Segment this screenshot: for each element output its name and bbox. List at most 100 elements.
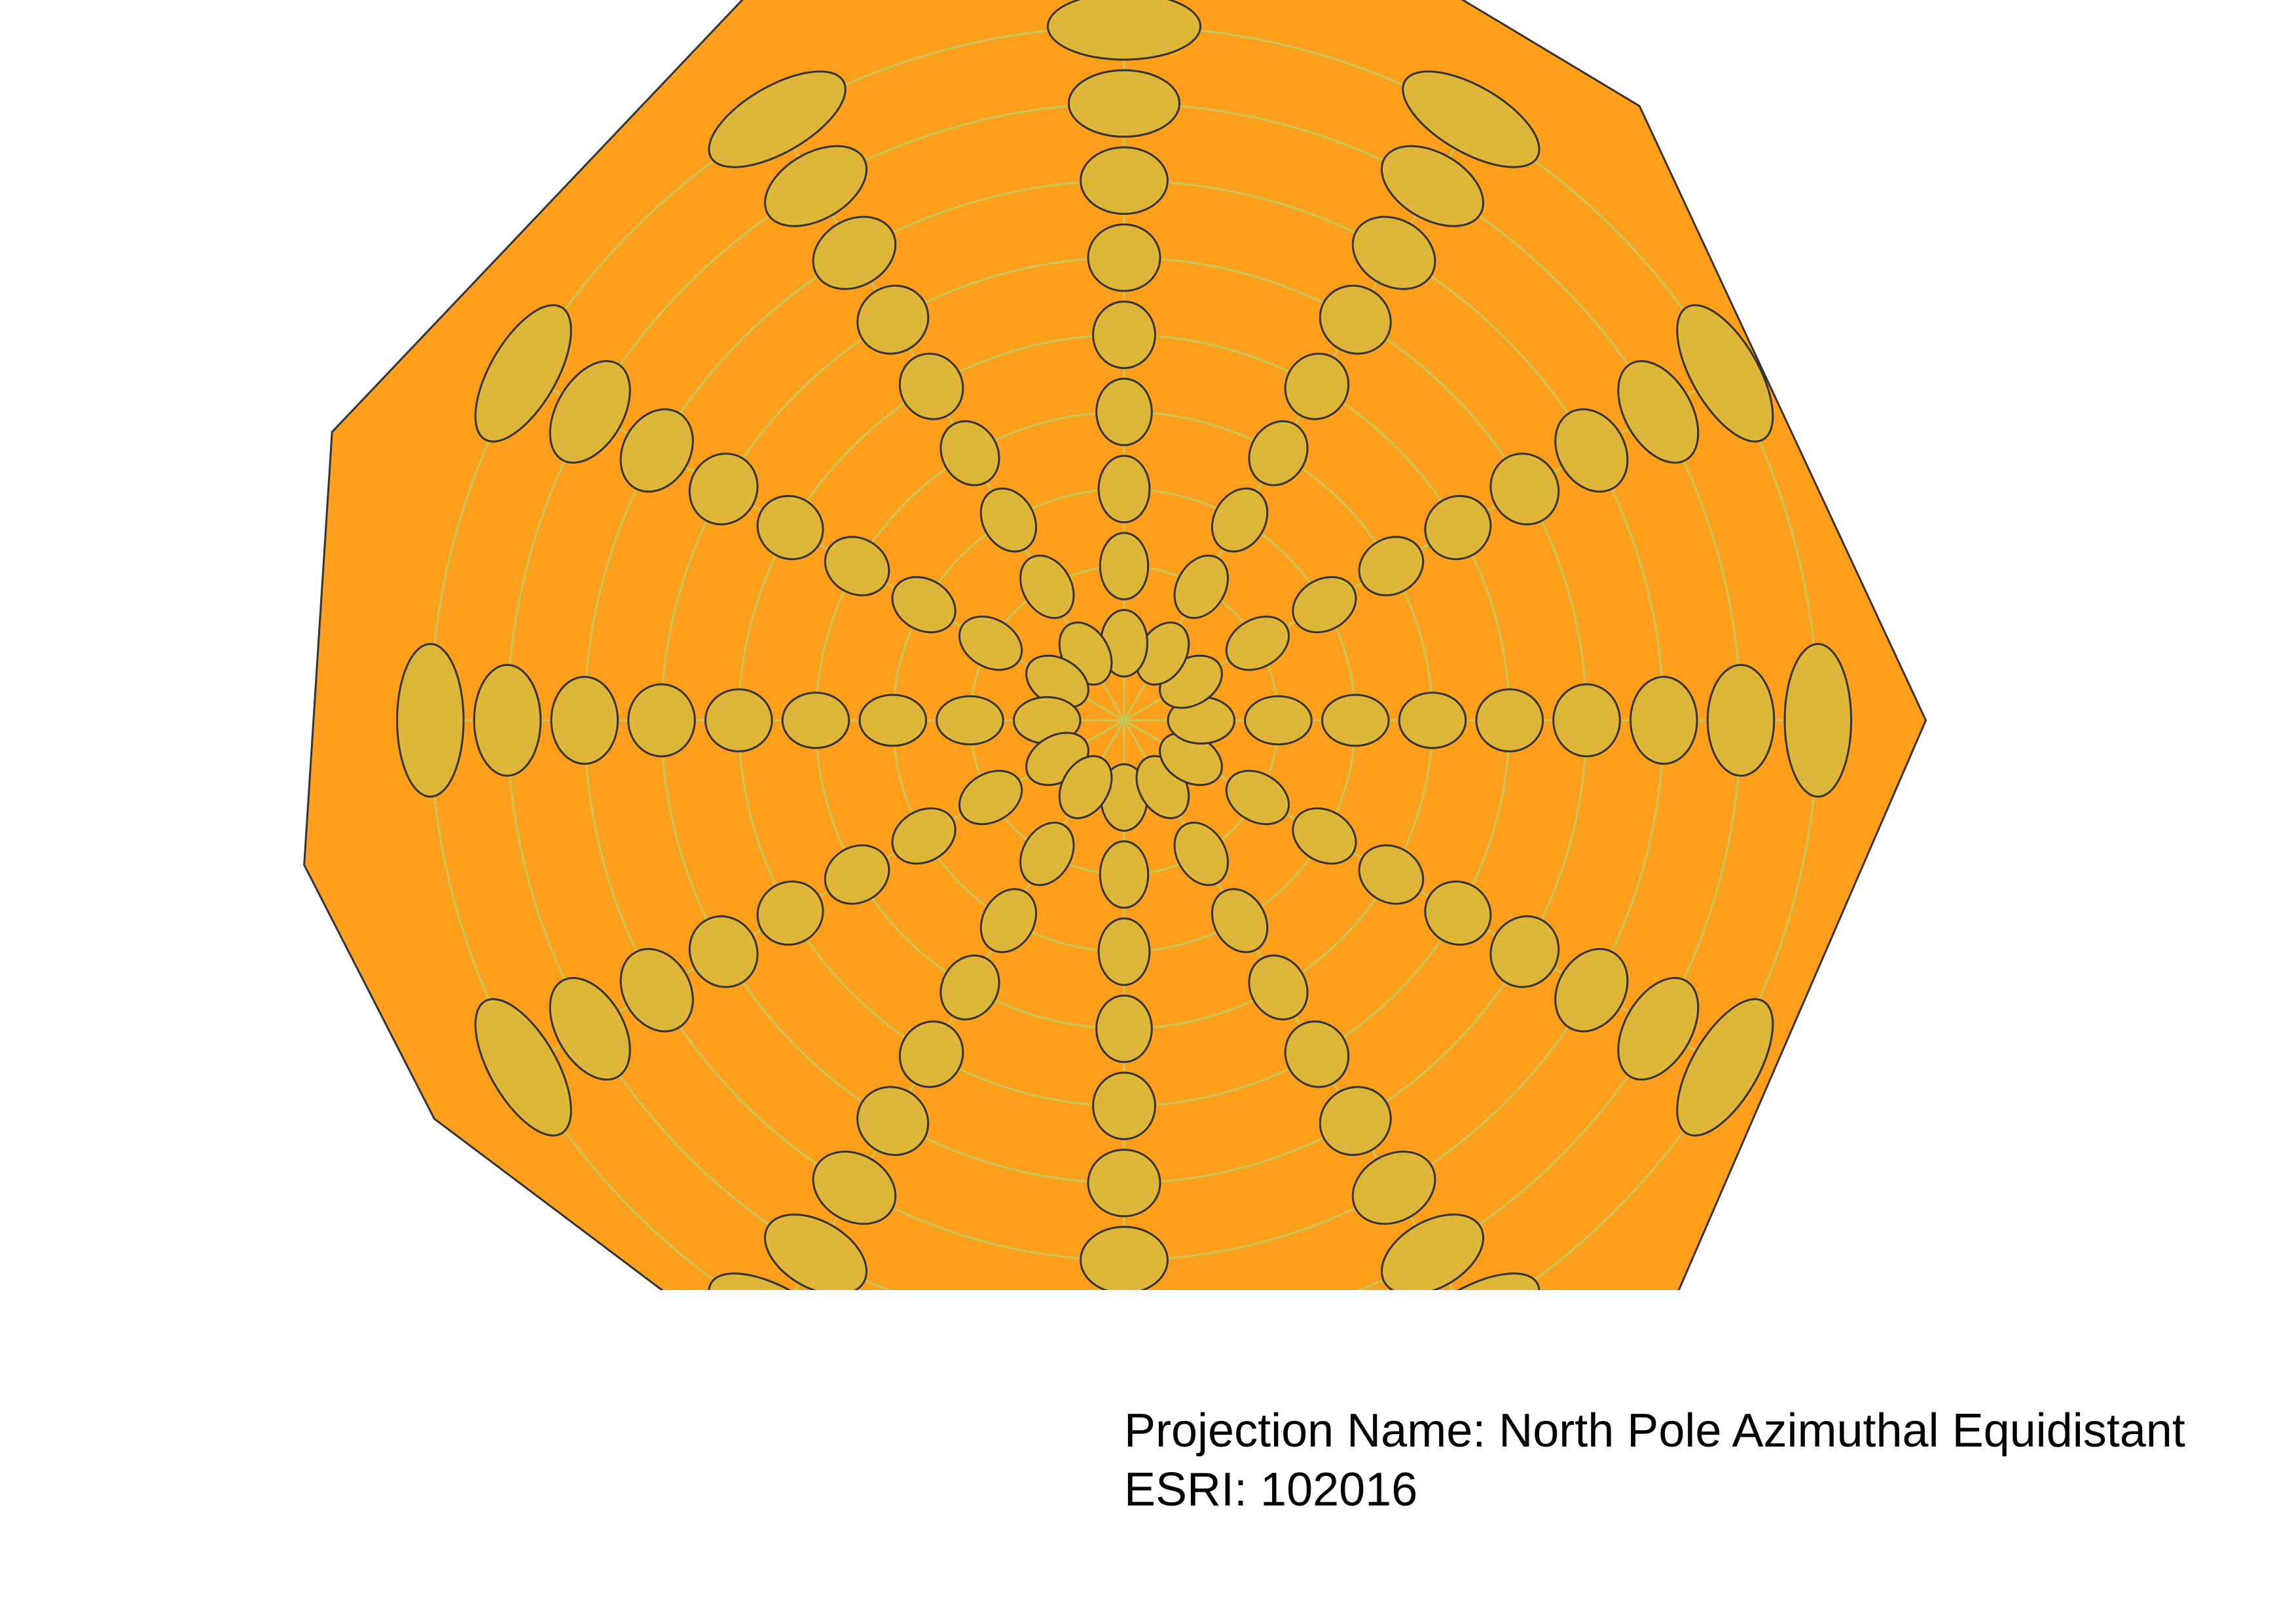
tissot-ellipse — [856, 1086, 930, 1156]
tissot-ellipse — [1706, 663, 1776, 777]
tissot-ellipse — [1380, 1213, 1485, 1296]
tissot-ellipse — [549, 976, 631, 1081]
tissot-ellipse — [1489, 452, 1560, 526]
tissot-ellipse — [1225, 769, 1290, 825]
tissot-ellipse — [898, 352, 964, 420]
tissot-ellipse — [1292, 807, 1357, 865]
graticule-meridian — [1123, 719, 1726, 1069]
tissot-ellipse — [1424, 880, 1492, 946]
tissot-ellipse — [473, 663, 542, 777]
tissot-ellipse — [627, 683, 696, 758]
tissot-ellipse — [1398, 692, 1467, 749]
tissot-ellipse — [763, 145, 868, 227]
tissot-ellipse — [708, 70, 847, 168]
tissot-ellipse — [958, 769, 1023, 825]
tissot-ellipse — [1211, 888, 1269, 953]
tissot-ellipse — [856, 284, 930, 355]
tissot-ellipse — [1173, 554, 1229, 619]
tissot-ellipse — [898, 1020, 964, 1088]
tissot-ellipse — [756, 494, 824, 561]
tissot-ellipse — [1080, 146, 1169, 215]
tissot-ellipse — [812, 215, 897, 290]
tissot-ellipse — [474, 998, 572, 1137]
tissot-ellipse — [1424, 494, 1492, 561]
tissot-ellipse — [1552, 683, 1621, 758]
tissot-ellipse — [1019, 821, 1075, 887]
graticule-meridian — [522, 372, 1125, 722]
tissot-ellipse — [979, 888, 1038, 953]
tissot-ellipse — [1244, 695, 1313, 746]
tissot-ellipse — [1173, 821, 1229, 887]
tissot-ellipse — [688, 452, 759, 526]
tissot-ellipse — [763, 1213, 868, 1296]
tissot-ellipse — [1319, 284, 1392, 355]
tissot-ellipse — [1092, 1071, 1156, 1141]
tissot-ellipse — [781, 692, 850, 749]
tissot-ellipse — [1067, 69, 1181, 138]
tissot-ellipse — [1080, 1226, 1169, 1295]
tissot-ellipse — [1097, 917, 1151, 986]
tissot-ellipse — [1099, 532, 1150, 600]
tissot-ellipse — [1554, 948, 1629, 1033]
tissot-ellipse — [1095, 377, 1153, 447]
tissot-ellipse — [1211, 487, 1269, 553]
tissot-ellipse — [1358, 536, 1425, 597]
tissot-ellipse — [1058, 755, 1113, 819]
graticule-meridian — [1123, 372, 1726, 722]
tissot-ellipse — [1019, 554, 1075, 619]
projection-caption: Projection Name: North Pole Azimuthal Eq… — [1124, 1401, 2185, 1519]
tissot-ellipse — [1087, 1149, 1161, 1217]
graticule-meridian — [522, 719, 1125, 1069]
graticule-meridian — [1123, 720, 1472, 1322]
tissot-ellipse — [619, 408, 694, 493]
tissot-ellipse — [474, 304, 572, 443]
tissot-ellipse — [858, 693, 928, 747]
tissot-ellipse — [939, 420, 1000, 487]
graticule-meridian — [776, 119, 1125, 721]
tissot-ellipse — [1554, 408, 1629, 493]
tissot-ellipse — [1248, 420, 1309, 487]
tissot-ellipse — [812, 1151, 897, 1225]
tissot-ellipse — [1284, 352, 1350, 420]
tissot-ellipse — [1475, 688, 1544, 752]
tissot-indicatrix-layer — [396, 0, 1853, 1449]
tissot-ellipse — [756, 880, 824, 946]
tissot-ellipse — [549, 360, 631, 464]
tissot-ellipse — [1351, 1151, 1436, 1225]
tissot-ellipse — [1248, 954, 1309, 1021]
tissot-ellipse — [550, 676, 619, 765]
tissot-ellipse — [1319, 1086, 1392, 1156]
tissot-ellipse — [1087, 223, 1161, 292]
esri-code-label: ESRI: 102016 — [1124, 1464, 1418, 1516]
tissot-ellipse — [936, 695, 1004, 746]
tissot-ellipse — [1092, 300, 1156, 369]
tissot-ellipse — [1617, 360, 1700, 464]
graticule-meridian — [776, 720, 1125, 1322]
tissot-ellipse — [824, 536, 890, 597]
tissot-ellipse — [1284, 1020, 1350, 1088]
tissot-ellipse — [939, 954, 1000, 1021]
tissot-ellipse — [1676, 304, 1774, 443]
tissot-ellipse — [979, 487, 1038, 553]
tissot-ellipse — [704, 688, 773, 752]
tissot-ellipse — [1095, 994, 1153, 1063]
tissot-ellipse — [1099, 840, 1150, 909]
tissot-ellipse — [619, 948, 694, 1033]
tissot-ellipse — [1358, 844, 1425, 905]
tissot-ellipse — [1489, 915, 1560, 988]
tissot-ellipse — [1351, 215, 1436, 290]
tissot-ellipse — [1046, 0, 1202, 61]
tissot-ellipse — [958, 616, 1023, 671]
tissot-ellipse — [1292, 576, 1357, 634]
tissot-ellipse — [1402, 70, 1540, 168]
tissot-ellipse — [1617, 976, 1700, 1081]
tissot-ellipse — [396, 642, 465, 798]
tissot-ellipse — [1097, 454, 1151, 524]
projection-name-label: Projection Name: North Pole Azimuthal Eq… — [1124, 1405, 2185, 1457]
tissot-ellipse — [1676, 998, 1774, 1137]
tissot-ellipse — [891, 807, 957, 865]
tissot-ellipse — [824, 844, 890, 905]
tissot-ellipse — [1630, 676, 1698, 765]
map-clip-bottom — [0, 1290, 2296, 1624]
